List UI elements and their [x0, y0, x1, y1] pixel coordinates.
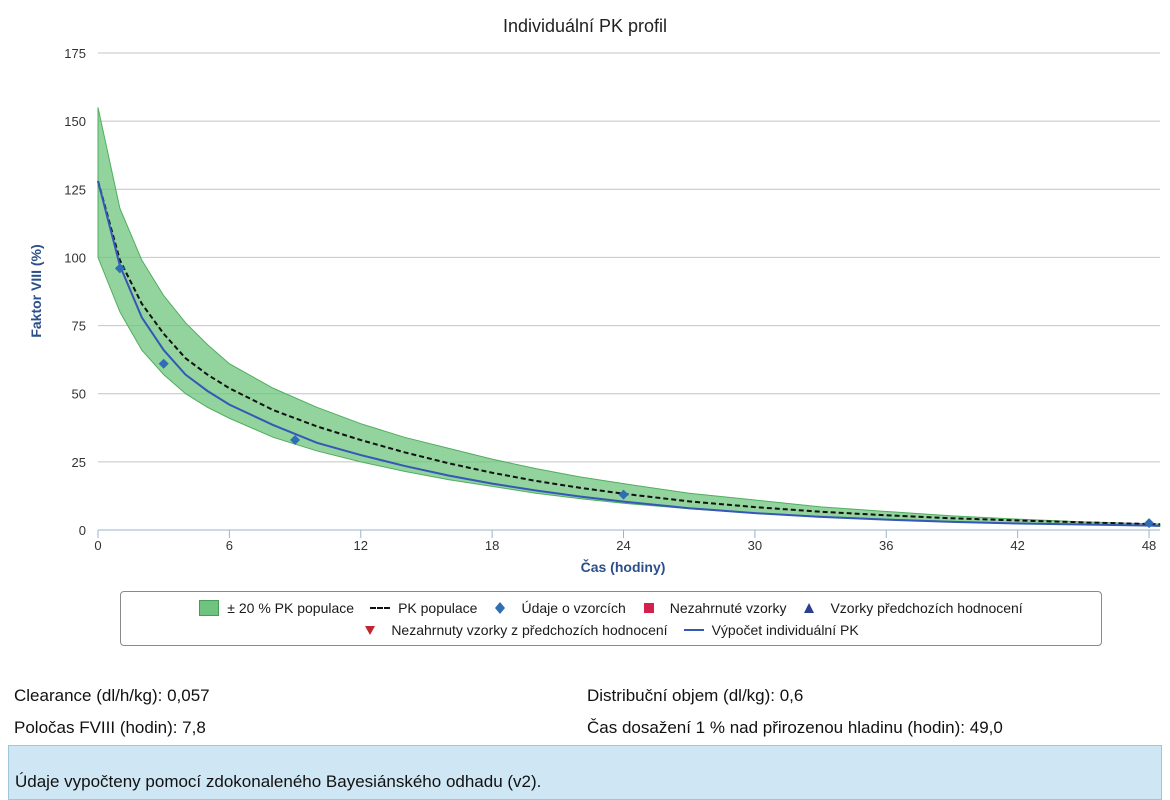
legend-item-band[interactable]: ± 20 % PK populace [199, 600, 354, 616]
half-life-value: Poločas FVIII (hodin): 7,8 [14, 718, 206, 737]
time-to-1pct-value: Čas dosažení 1 % nad přirozenou hladinu … [587, 718, 1003, 737]
sample-point [1144, 518, 1155, 529]
legend-label: Údaje o vzorcích [521, 600, 626, 616]
x-tick-label: 48 [1142, 538, 1156, 553]
legend-label: PK populace [398, 600, 478, 616]
y-tick-label: 175 [64, 46, 86, 61]
legend-item-previous-excluded[interactable]: Nezahrnuty vzorky z předchozích hodnocen… [363, 622, 668, 638]
triangle-up-icon [804, 603, 815, 613]
legend-label: Nezahrnuty vzorky z předchozích hodnocen… [391, 622, 668, 638]
band-pk-population-20pct [97, 107, 1161, 527]
y-tick-label: 150 [64, 114, 86, 129]
x-tick-label: 24 [616, 538, 630, 553]
sample-point [158, 358, 169, 369]
x-tick-label: 36 [879, 538, 893, 553]
x-tick-labels: 0 6 12 18 24 30 36 42 48 [94, 530, 1156, 553]
sample-point [618, 489, 629, 500]
legend-item-excluded-samples[interactable]: Nezahrnuté vzorky [642, 600, 787, 616]
y-tick-label: 25 [72, 455, 86, 470]
y-tick-label: 0 [79, 523, 86, 538]
legend-item-previous-samples[interactable]: Vzorky předchozích hodnocení [802, 600, 1023, 616]
diamond-icon [495, 602, 506, 614]
y-tick-label: 100 [64, 250, 86, 265]
x-tick-label: 42 [1010, 538, 1024, 553]
chart-legend: ± 20 % PK populace PK populace Údaje o v… [120, 591, 1102, 646]
y-axis-label: Faktor VIII (%) [28, 244, 44, 337]
sample-point [114, 263, 125, 274]
info-note-text: Údaje vypočteny pomocí zdokonaleného Bay… [15, 772, 542, 791]
y-tick-labels: 0 25 50 75 100 125 150 175 [64, 46, 86, 538]
distribution-volume-value: Distribuční objem (dl/kg): 0,6 [587, 686, 804, 705]
legend-label: ± 20 % PK populace [227, 600, 355, 616]
x-tick-label: 6 [226, 538, 233, 553]
y-tick-label: 50 [72, 387, 86, 402]
square-icon [643, 603, 654, 613]
x-axis-label: Čas (hodiny) [581, 558, 666, 575]
plot-area [97, 107, 1161, 529]
sample-point [290, 435, 301, 446]
legend-item-samples[interactable]: Údaje o vzorcích [493, 600, 626, 616]
pk-chart: Individuální PK profil 0 25 50 75 100 125 150 1… [28, 16, 1161, 575]
chart-title: Individuální PK profil [503, 16, 667, 36]
y-tick-label: 125 [64, 182, 86, 197]
series-pk-population [97, 180, 1161, 526]
x-tick-label: 30 [748, 538, 762, 553]
legend-item-individual-pk[interactable]: Výpočet individuální PK [683, 622, 859, 638]
legend-label: Nezahrnuté vzorky [669, 600, 787, 616]
legend-label: Výpočet individuální PK [711, 622, 859, 638]
y-tick-label: 75 [72, 319, 86, 334]
legend-item-pk-population[interactable]: PK populace [370, 600, 477, 616]
grid-lines [98, 52, 1160, 531]
series-individual-pk [97, 180, 1161, 527]
legend-label: Vzorky předchozích hodnocení [830, 600, 1023, 616]
x-tick-label: 0 [94, 538, 101, 553]
clearance-value: Clearance (dl/h/kg): 0,057 [14, 686, 210, 705]
triangle-down-icon [365, 626, 376, 635]
x-tick-label: 12 [354, 538, 368, 553]
info-note: Údaje vypočteny pomocí zdokonaleného Bay… [8, 745, 1162, 800]
x-tick-label: 18 [485, 538, 499, 553]
